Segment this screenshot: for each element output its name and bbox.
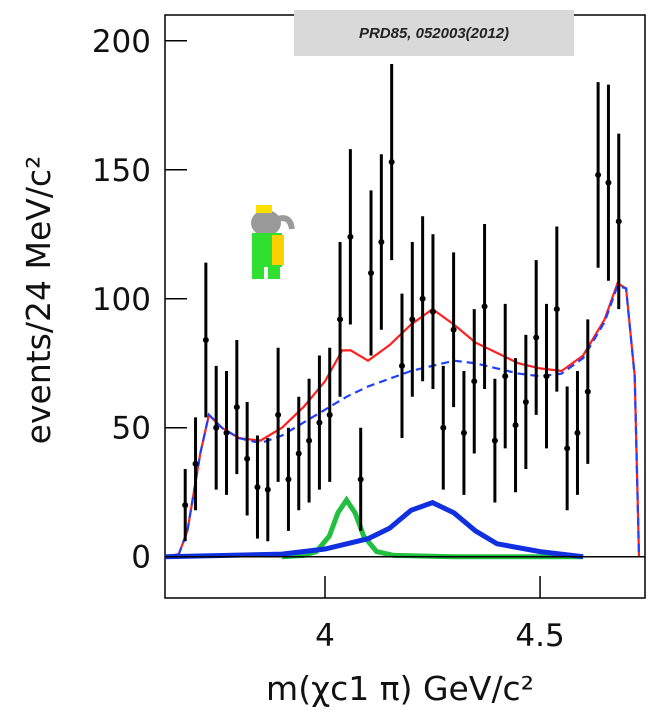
- fit-curve: [164, 499, 584, 560]
- data-point: [471, 378, 478, 385]
- data-point: [213, 424, 220, 431]
- data-point: [429, 308, 436, 315]
- fit-curve: [164, 284, 641, 558]
- y-tick-label: 150: [92, 153, 151, 189]
- y-axis-label: events/24 MeV/c²: [19, 156, 58, 445]
- y-tick-label: 100: [92, 282, 151, 318]
- data-point: [409, 316, 416, 323]
- data-point: [254, 484, 261, 491]
- data-point: [244, 455, 251, 462]
- data-point: [192, 460, 199, 467]
- data-point: [202, 337, 209, 344]
- data-point: [378, 239, 385, 246]
- data-point: [584, 388, 591, 395]
- data-point: [574, 429, 581, 436]
- data-point: [306, 437, 313, 444]
- data-point: [440, 424, 447, 431]
- data-point: [285, 476, 292, 483]
- data-point: [543, 373, 550, 380]
- data-point: [316, 419, 323, 426]
- data-point: [419, 295, 426, 302]
- plot-area: [164, 64, 641, 560]
- data-point: [264, 486, 271, 493]
- data-point: [595, 171, 602, 178]
- data-point: [388, 159, 395, 166]
- data-point: [502, 373, 509, 380]
- data-point: [368, 269, 375, 276]
- data-point: [553, 306, 560, 313]
- data-point: [233, 404, 240, 411]
- data-point: [491, 437, 498, 444]
- y-tick-label: 50: [112, 411, 151, 447]
- y-tick-label: 200: [92, 24, 151, 60]
- data-point: [450, 326, 457, 333]
- data-point: [295, 450, 302, 457]
- data-point: [481, 303, 488, 310]
- plot-frame: [164, 14, 646, 599]
- data-point: [533, 334, 540, 341]
- x-tick-label: 4: [315, 618, 335, 654]
- data-point: [615, 218, 622, 225]
- x-axis-label: m(χc1 π) GeV/c²: [266, 669, 534, 708]
- data-point: [223, 429, 230, 436]
- mascot-icon: [251, 205, 295, 279]
- annotation: PRD85, 052003(2012): [359, 25, 509, 42]
- data-point: [357, 476, 364, 483]
- data-point: [337, 316, 344, 323]
- data-point: [522, 398, 529, 405]
- data-point: [512, 422, 519, 429]
- data-point: [460, 429, 467, 436]
- data-point: [564, 445, 571, 452]
- y-tick-label: 0: [131, 540, 151, 576]
- data-point: [347, 233, 354, 240]
- data-point: [326, 411, 333, 418]
- annotation-box: [294, 10, 574, 56]
- data-point: [605, 179, 612, 186]
- x-tick-label: 4.5: [515, 618, 564, 654]
- data-point: [182, 502, 189, 509]
- data-point: [398, 362, 405, 369]
- data-point: [275, 411, 282, 418]
